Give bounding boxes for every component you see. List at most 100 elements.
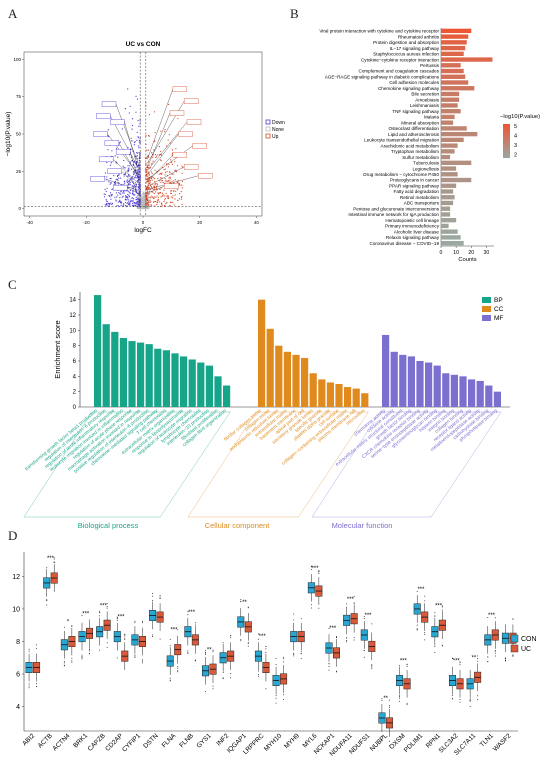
volcano-point-down <box>127 184 130 186</box>
volcano-point-none <box>145 207 147 210</box>
box-outlier <box>300 658 302 660</box>
volcano-point-down <box>129 199 131 201</box>
volcano-point-down <box>132 180 134 182</box>
kegg-bar <box>441 86 475 91</box>
volcano-point-down <box>137 136 139 138</box>
box-outlier <box>152 599 154 601</box>
box-outlier <box>469 706 471 708</box>
volcano-point-up <box>145 169 147 171</box>
volcano-point-up <box>167 197 170 200</box>
volcano-point-up <box>146 149 148 151</box>
volcano-point-down <box>111 203 113 206</box>
volcano-point-up <box>176 189 178 191</box>
box-outlier <box>53 558 55 560</box>
box-outlier <box>116 657 118 659</box>
volcano-point-up <box>170 192 172 194</box>
box-outlier <box>487 616 489 618</box>
volcano-point-up <box>151 196 154 198</box>
kegg-category-label: Rheumatoid arthritis <box>398 34 440 39</box>
volcano-point-down <box>137 172 139 174</box>
volcano-point-down <box>120 201 123 203</box>
volcano-callout-line <box>147 89 173 160</box>
box-outlier <box>212 649 214 651</box>
volcano-point-none <box>146 207 148 209</box>
volcano-point-down <box>118 200 121 203</box>
kegg-bar <box>441 240 464 246</box>
volcano-point-up <box>163 200 165 203</box>
box-outlier <box>504 658 506 660</box>
volcano-point-down <box>132 118 134 120</box>
volcano-point-up <box>155 187 158 189</box>
box-outlier <box>106 647 108 649</box>
volcano-point-down <box>136 171 138 173</box>
volcano-point-up <box>152 177 154 179</box>
volcano-point-up <box>146 199 148 201</box>
box-gene-label: MYH10 <box>263 732 284 753</box>
volcano-point-down <box>119 197 121 199</box>
box-outlier <box>406 702 408 704</box>
volcano-point-down <box>135 190 137 192</box>
kegg-x-label: Counts <box>458 257 476 263</box>
volcano-point-down <box>138 198 140 200</box>
volcano-point-none <box>140 206 142 209</box>
box-outlier <box>512 655 514 657</box>
kegg-bar <box>441 160 472 165</box>
volcano-point-up <box>181 165 183 167</box>
volcano-point-up <box>160 173 163 175</box>
volcano-point-none <box>143 195 145 197</box>
volcano-point-down <box>118 177 120 179</box>
volcano-point-down <box>134 140 136 143</box>
volcano-callout-line <box>118 142 139 179</box>
panel-label-b: B <box>290 6 299 21</box>
volcano-point-down <box>115 192 118 194</box>
go-bar-bp <box>197 362 205 407</box>
go-legend-label: CC <box>494 306 504 313</box>
volcano-point-none <box>142 196 144 198</box>
go-bar-bp <box>223 385 231 407</box>
volcano-point-down <box>110 162 112 164</box>
box-outlier <box>381 740 383 742</box>
volcano-point-down <box>132 198 135 200</box>
volcano-point-down <box>108 195 110 197</box>
volcano-point-down <box>110 202 112 204</box>
volcano-point-down <box>109 183 111 185</box>
panel-label-c: C <box>8 277 17 292</box>
volcano-point-up <box>179 193 181 195</box>
volcano-point-down <box>117 205 120 207</box>
volcano-point-down <box>138 145 140 147</box>
volcano-point-up <box>147 171 149 173</box>
volcano-point-up <box>153 188 156 191</box>
volcano-point-none <box>142 201 144 203</box>
volcano-point-down <box>113 182 116 184</box>
box-outlier <box>275 697 277 699</box>
volcano-point-up <box>151 179 153 181</box>
volcano-point-down <box>106 200 108 203</box>
volcano-point-down <box>126 196 129 198</box>
volcano-point-up <box>148 203 150 205</box>
volcano-point-up <box>148 181 150 183</box>
box-gene-label: DSTN <box>142 732 160 750</box>
volcano-point-down <box>126 199 128 201</box>
volcano-point-down <box>120 200 122 202</box>
volcano-point-down <box>130 168 133 170</box>
volcano-point-down <box>135 204 137 206</box>
volcano-callout-line <box>147 175 199 190</box>
volcano-point-up <box>181 172 183 174</box>
box-y-tick-label: 12 <box>12 574 20 581</box>
volcano-point-up <box>163 189 165 191</box>
volcano-point-down <box>129 105 131 107</box>
box-significance-label: *** <box>188 610 196 616</box>
box-outlier <box>265 651 267 653</box>
box-outlier <box>434 646 436 648</box>
volcano-gene-tag-up <box>192 143 207 149</box>
volcano-point-none <box>143 193 145 195</box>
volcano-gene-tag-down <box>110 119 125 125</box>
volcano-point-down <box>138 163 140 166</box>
kegg-bar <box>441 51 464 56</box>
volcano-point-up <box>151 186 153 189</box>
box-significance-label: *** <box>400 659 408 665</box>
box-outlier <box>124 637 126 639</box>
box-outlier <box>205 691 206 693</box>
volcano-point-down <box>122 195 124 197</box>
box-outlier <box>283 658 285 660</box>
